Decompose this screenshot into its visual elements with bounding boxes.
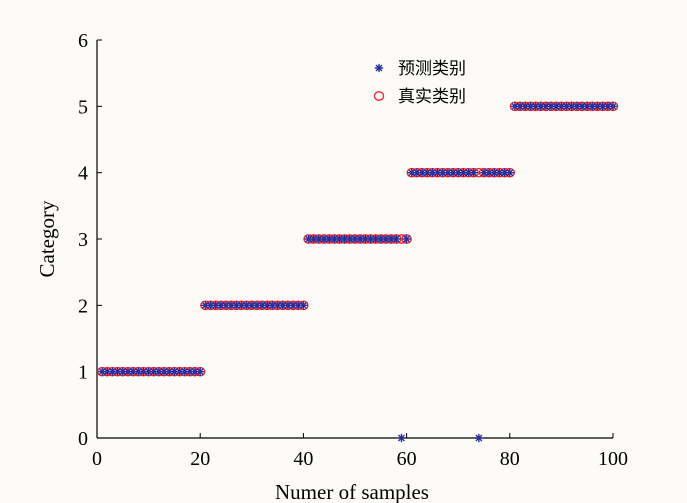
y-tick-label: 0 — [78, 428, 88, 450]
predicted-category-markers — [97, 102, 618, 443]
predicted-category-point — [397, 433, 406, 443]
predicted-category-point — [206, 301, 215, 310]
predicted-category-point — [479, 168, 489, 177]
predicted-category-point — [216, 301, 226, 310]
predicted-category-point — [268, 301, 277, 310]
predicted-category-point — [474, 433, 484, 443]
legend-marker-predicted — [374, 63, 384, 73]
predicted-category-point — [97, 367, 107, 376]
predicted-category-point — [345, 234, 355, 244]
x-tick-label: 80 — [500, 448, 520, 470]
predicted-category-point — [195, 367, 205, 376]
predicted-category-point — [438, 168, 448, 177]
x-tick-label: 20 — [190, 448, 210, 470]
predicted-category-point — [144, 367, 153, 376]
x-tick-label: 100 — [598, 448, 628, 470]
predicted-category-point — [319, 234, 329, 244]
predicted-category-point — [154, 367, 164, 376]
legend-marker-true — [373, 91, 385, 101]
predicted-category-point — [417, 168, 427, 177]
predicted-category-point — [288, 301, 298, 310]
predicted-category-point — [278, 301, 288, 310]
predicted-category-point — [299, 301, 308, 310]
predicted-category-point — [520, 102, 530, 111]
legend-label-true: 真实类别 — [398, 87, 466, 107]
predicted-category-point — [515, 102, 525, 111]
predicted-category-point — [113, 367, 122, 376]
x-tick-label: 40 — [293, 448, 313, 470]
predicted-category-point — [464, 168, 473, 177]
y-tick-label: 1 — [78, 362, 88, 384]
x-axis-title: Numer of samples — [275, 480, 429, 503]
predicted-category-point — [546, 102, 556, 111]
predicted-category-point — [536, 102, 546, 111]
y-tick-label: 2 — [78, 295, 88, 317]
predicted-category-point — [324, 234, 334, 244]
predicted-category-point — [190, 367, 200, 376]
predicted-category-point — [505, 168, 515, 177]
chart-ticks: 0 20 40 60 80 100 0 1 2 3 4 5 6 — [78, 30, 628, 470]
predicted-category-point — [551, 102, 561, 111]
x-tick-label: 60 — [397, 448, 417, 470]
legend-label-predicted: 预测类别 — [398, 59, 466, 79]
y-axis-title: Category — [35, 200, 59, 277]
y-tick-label: 4 — [78, 163, 88, 185]
predicted-category-point — [391, 234, 401, 244]
predicted-category-point — [211, 301, 220, 310]
y-tick-label: 5 — [78, 96, 88, 118]
predicted-category-point — [428, 168, 437, 177]
y-tick-label: 3 — [78, 229, 88, 251]
predicted-category-point — [603, 102, 613, 111]
y-tick-label: 6 — [78, 30, 88, 52]
predicted-category-point — [526, 102, 535, 111]
predicted-category-point — [469, 168, 478, 177]
predicted-category-point — [335, 234, 344, 244]
predicted-category-point — [608, 102, 618, 111]
predicted-category-point — [139, 367, 148, 376]
predicted-category-point — [108, 367, 117, 376]
x-tick-label: 0 — [92, 448, 102, 470]
predicted-category-point — [402, 234, 411, 244]
